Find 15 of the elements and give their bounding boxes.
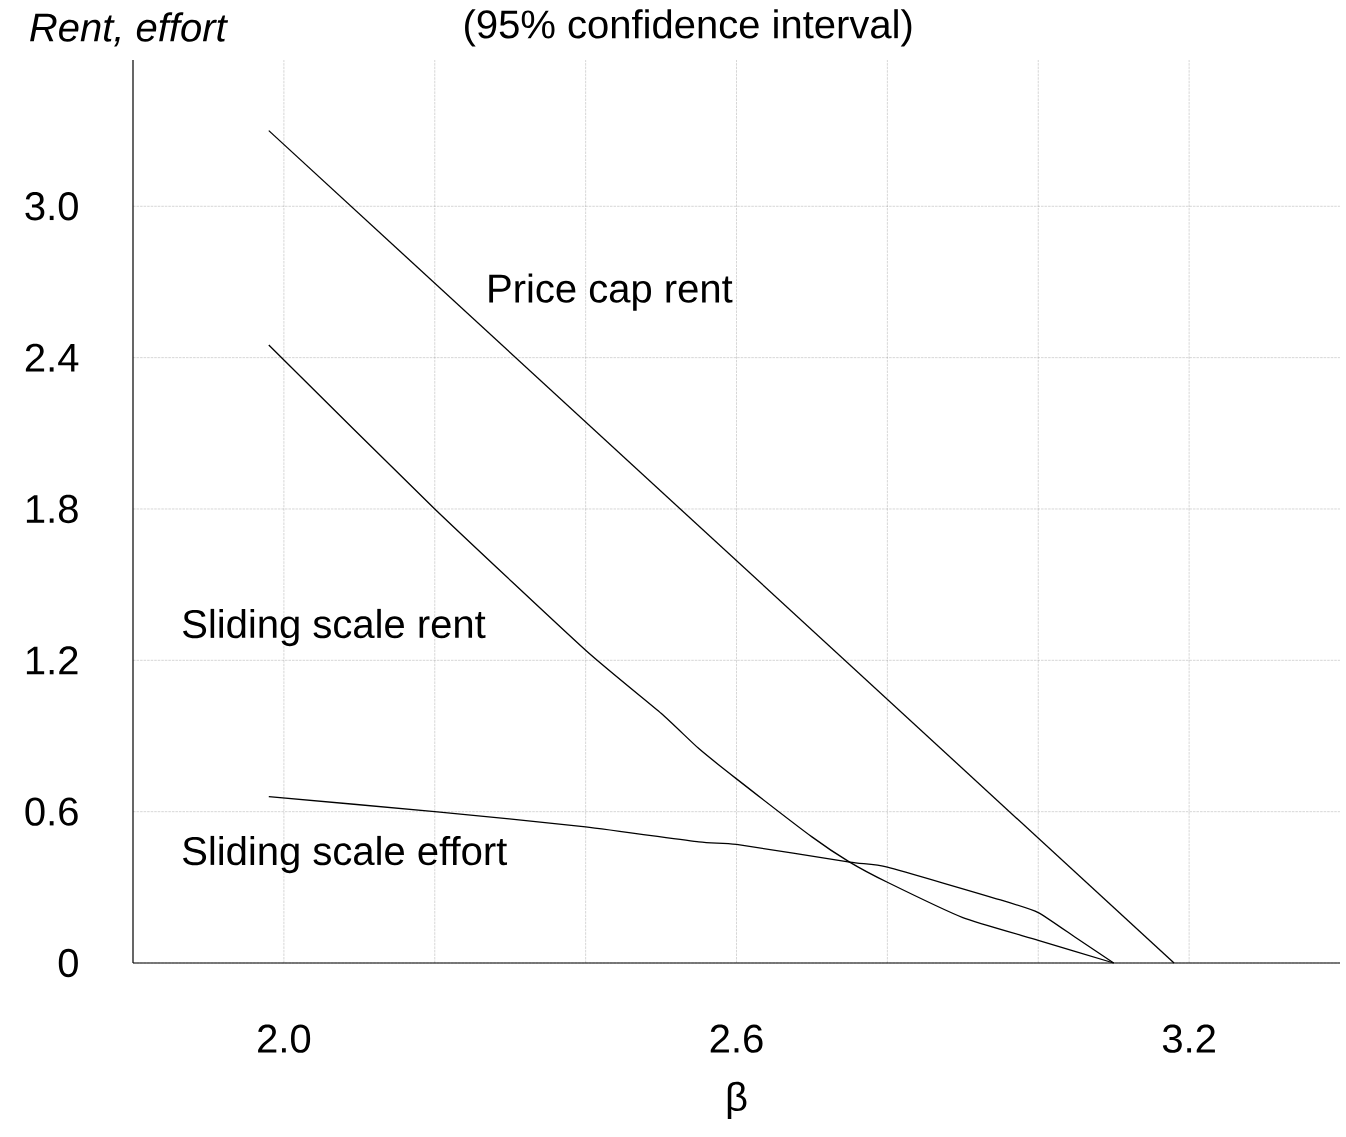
y-axis-title: Rent, effort [30,12,229,47]
y-tick-label: 3.0 [25,192,78,221]
y-tick-label: 0 [58,948,78,978]
y-tick-label: 1.2 [26,646,78,675]
y-tick-label: 2.4 [25,343,79,372]
chart-title: (95% confidence interval) [465,9,912,47]
x-tick-label: 2.6 [710,1024,763,1053]
series-label: Sliding scale rent [183,608,486,647]
x-tick-label: 2.0 [258,1024,311,1053]
y-tick-label: 0.6 [25,797,78,826]
x-tick-label: 3.2 [1162,1024,1215,1053]
x-axis-title: β [727,1081,747,1119]
series-label: Price cap rent [489,273,733,311]
series-label: Sliding scale effort [183,835,508,874]
y-tick-label: 1.8 [26,494,78,524]
